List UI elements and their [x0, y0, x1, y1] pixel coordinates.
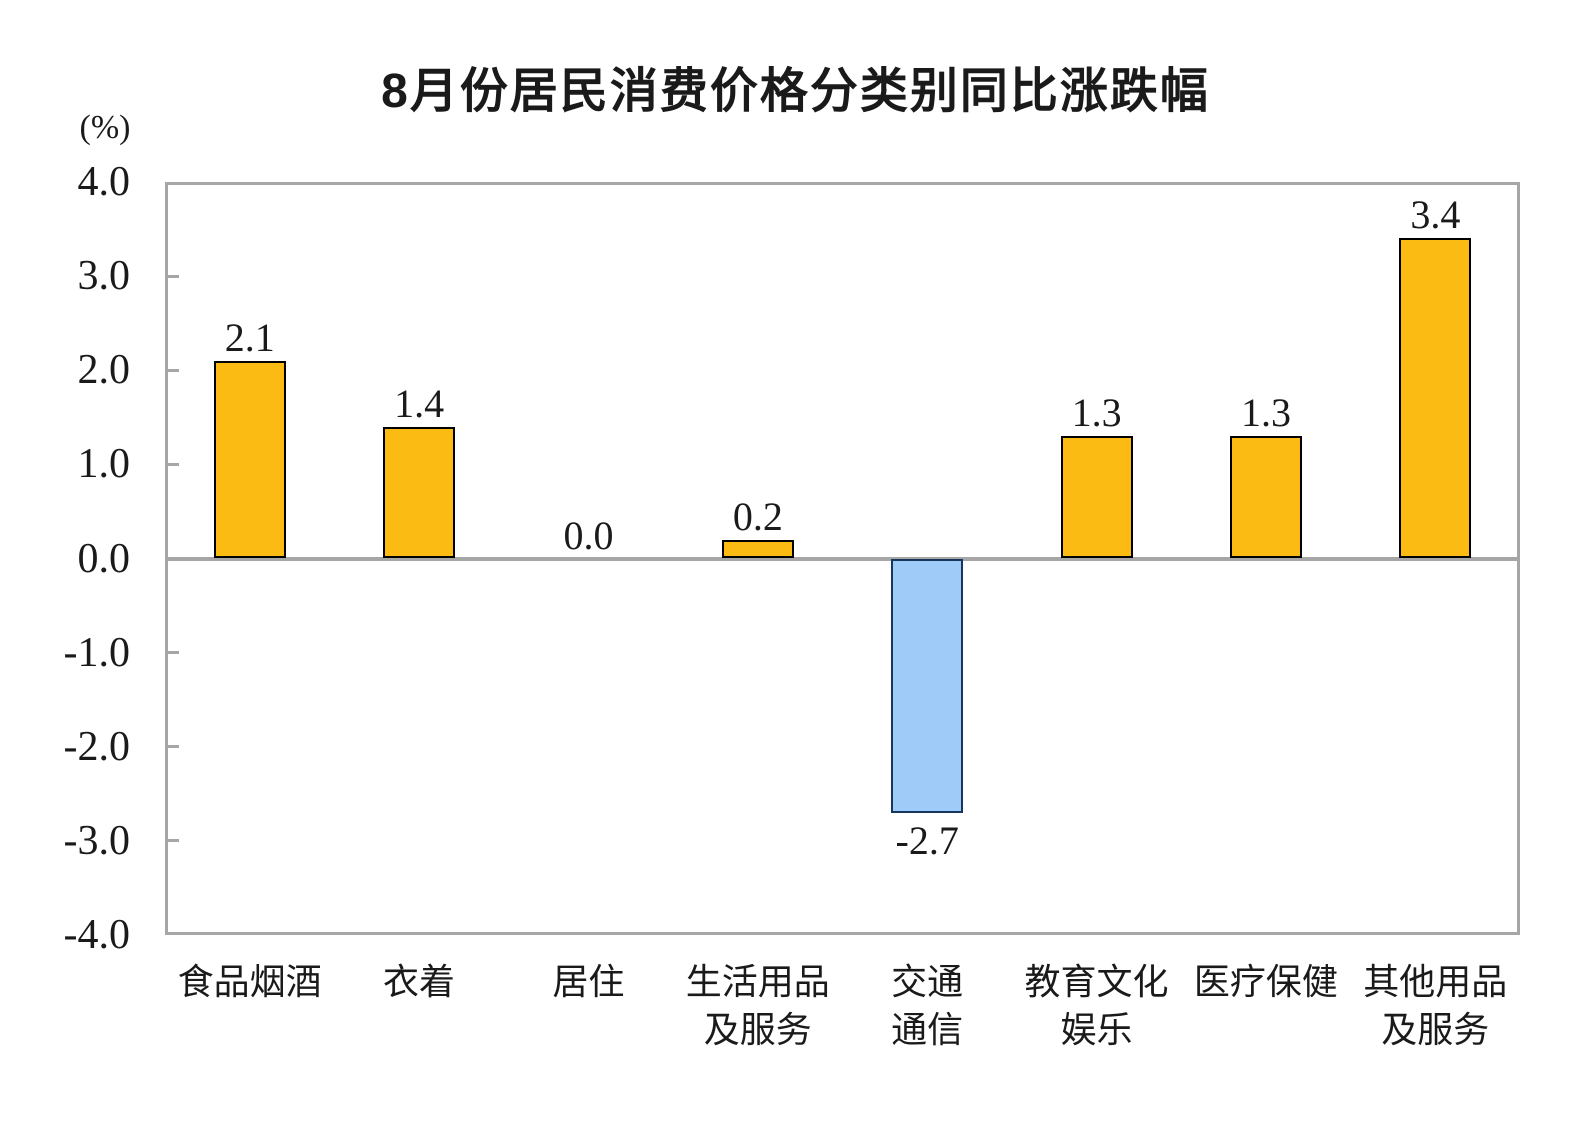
category-label-2: 居住 — [552, 961, 625, 1002]
value-label-7: 3.4 — [1410, 192, 1461, 238]
bar-3 — [721, 539, 794, 559]
category-label-4: 交通 通信 — [891, 961, 964, 1050]
category-label-6: 医疗保健 — [1193, 961, 1338, 1002]
y-tick-label-3: 1.0 — [77, 441, 131, 488]
zero-axis-line — [165, 556, 1520, 561]
y-tick-label-2: 2.0 — [77, 347, 131, 394]
category-label-5: 教育文化 娱乐 — [1024, 961, 1169, 1050]
bar-5 — [1060, 436, 1133, 559]
value-label-1: 1.4 — [394, 380, 445, 426]
y-axis-unit-label: (%) — [79, 109, 131, 146]
category-label-0: 食品烟酒 — [177, 961, 322, 1002]
value-label-3: 0.2 — [732, 493, 783, 539]
bar-6 — [1229, 436, 1302, 559]
y-tick-label-7: -3.0 — [63, 817, 131, 864]
y-tick-label-8: -4.0 — [63, 912, 131, 958]
y-tick-mark-1 — [165, 274, 179, 278]
value-label-2: 0.0 — [563, 512, 614, 558]
value-label-6: 1.3 — [1240, 390, 1291, 436]
category-label-1: 衣着 — [383, 961, 456, 1002]
y-tick-label-5: -1.0 — [63, 629, 131, 676]
y-tick-label-4: 0.0 — [77, 535, 131, 582]
y-tick-label-6: -2.0 — [63, 723, 131, 770]
y-tick-mark-3 — [165, 462, 179, 466]
chart-title: 8月份居民消费价格分类别同比涨跌幅 — [381, 65, 1210, 118]
bar-7 — [1399, 238, 1472, 559]
y-tick-mark-7 — [165, 839, 179, 843]
value-label-5: 1.3 — [1071, 390, 1122, 436]
y-tick-mark-6 — [165, 745, 179, 749]
y-tick-mark-5 — [165, 651, 179, 655]
category-label-7: 其他用品 及服务 — [1363, 961, 1508, 1050]
category-label-3: 生活用品 及服务 — [685, 961, 830, 1050]
y-tick-mark-2 — [165, 368, 179, 372]
y-tick-label-1: 3.0 — [77, 253, 131, 300]
y-tick-label-0: 4.0 — [77, 159, 131, 205]
value-label-4: -2.7 — [895, 817, 959, 863]
bar-4 — [891, 558, 964, 813]
bar-0 — [213, 360, 286, 559]
bar-1 — [383, 426, 456, 559]
value-label-0: 2.1 — [224, 314, 275, 360]
